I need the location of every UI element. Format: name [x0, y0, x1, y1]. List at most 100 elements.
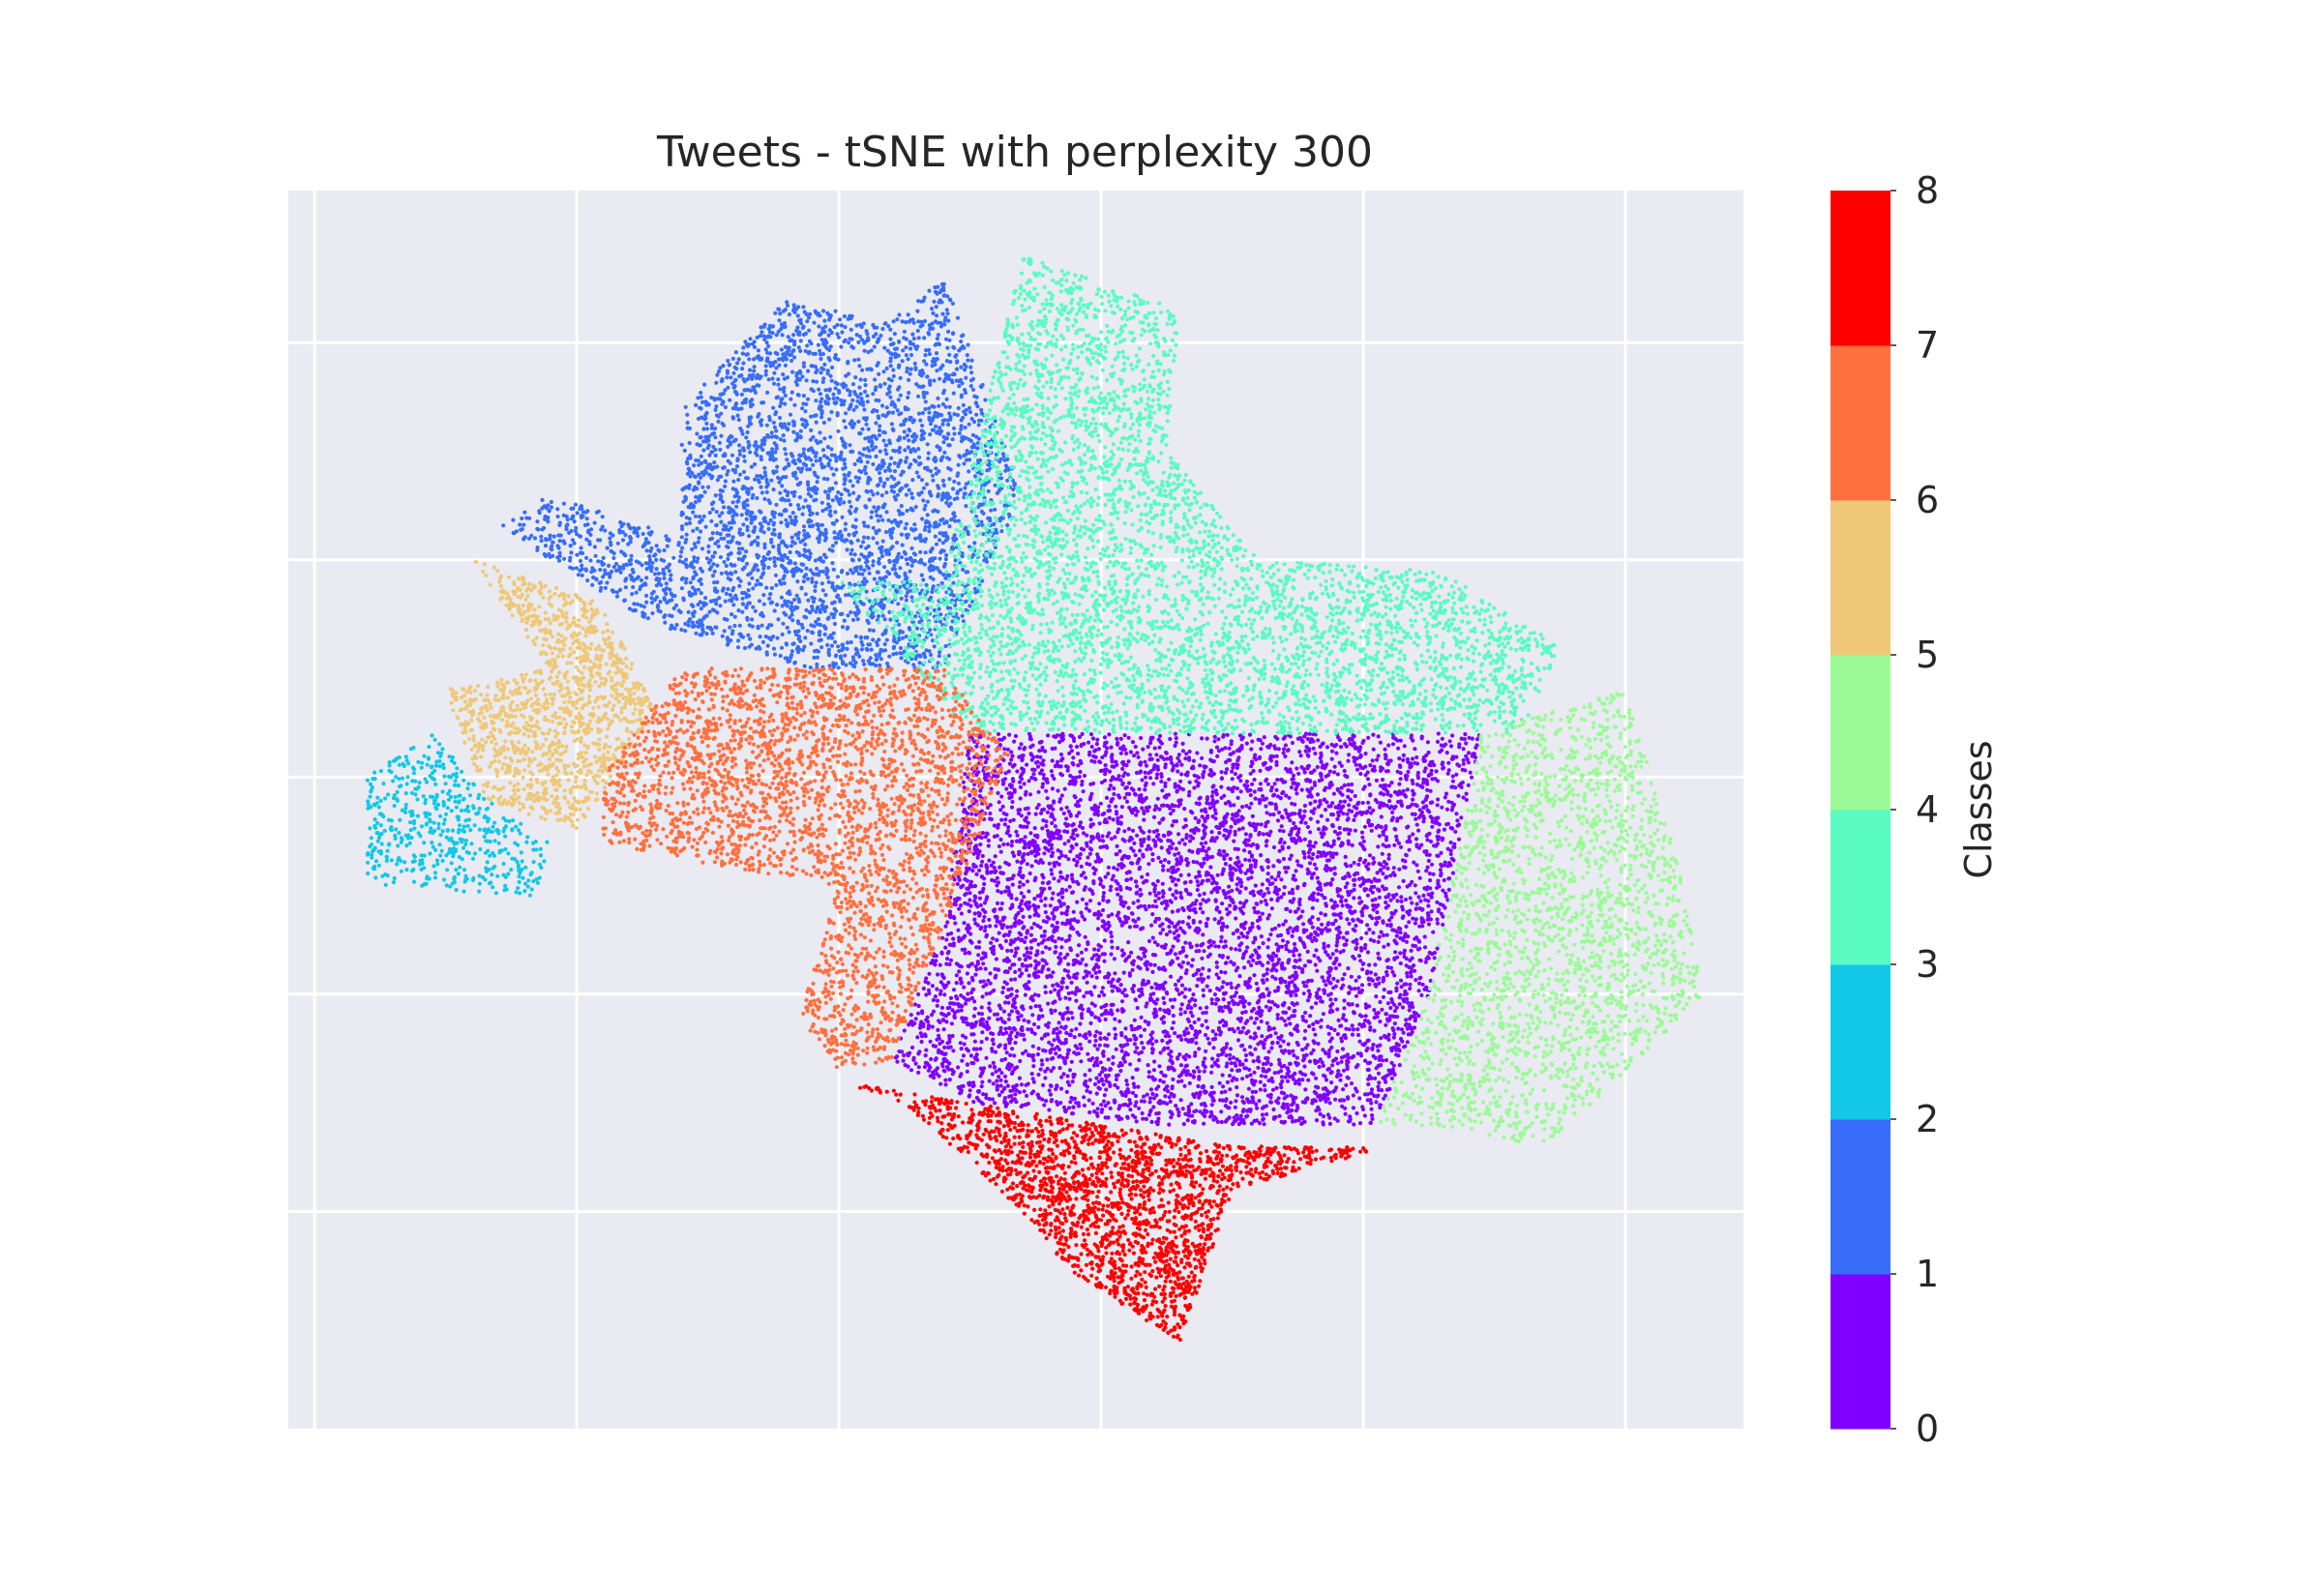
- point: [1040, 951, 1044, 955]
- point: [1098, 1031, 1102, 1035]
- point: [1015, 1010, 1019, 1014]
- point: [1125, 800, 1129, 804]
- point: [987, 843, 991, 847]
- point: [1167, 778, 1171, 782]
- point: [1341, 1087, 1345, 1091]
- point: [922, 987, 926, 990]
- point: [1447, 888, 1451, 892]
- point: [1273, 990, 1277, 993]
- point: [1375, 779, 1379, 783]
- point: [1327, 1032, 1331, 1036]
- point: [1051, 891, 1055, 895]
- point: [1014, 1035, 1018, 1039]
- point: [1155, 772, 1159, 776]
- point: [1176, 769, 1179, 773]
- point: [1101, 898, 1105, 901]
- point: [1033, 966, 1037, 970]
- point: [1370, 1113, 1374, 1117]
- point: [1015, 860, 1019, 864]
- point: [1423, 945, 1427, 949]
- point: [1116, 893, 1119, 897]
- point: [1249, 864, 1253, 868]
- point: [1133, 1104, 1137, 1108]
- point: [1060, 896, 1064, 900]
- point: [1123, 1026, 1127, 1030]
- point: [1187, 907, 1191, 911]
- point: [1113, 1101, 1116, 1105]
- point: [986, 832, 990, 836]
- point: [1313, 752, 1317, 755]
- point: [1014, 951, 1018, 955]
- point: [1377, 878, 1381, 882]
- point: [1379, 868, 1383, 872]
- point: [1287, 1042, 1291, 1046]
- point: [1347, 803, 1351, 807]
- point: [1399, 961, 1403, 965]
- point: [1258, 769, 1262, 773]
- point: [991, 1097, 995, 1101]
- point: [1345, 938, 1349, 942]
- point: [1192, 759, 1196, 763]
- point: [1220, 1120, 1224, 1124]
- point: [1367, 928, 1371, 931]
- point: [1397, 789, 1401, 793]
- point: [1165, 1010, 1169, 1014]
- point: [1114, 1033, 1117, 1037]
- point: [999, 1071, 1003, 1075]
- point: [1260, 1074, 1264, 1078]
- point: [997, 823, 1000, 827]
- point: [1127, 782, 1131, 785]
- point: [1041, 881, 1045, 885]
- point: [1381, 872, 1384, 875]
- point: [1317, 880, 1321, 884]
- point: [1422, 849, 1426, 853]
- point: [1018, 1077, 1022, 1080]
- point: [1265, 1005, 1268, 1009]
- point: [1382, 830, 1385, 834]
- point: [1050, 868, 1054, 872]
- point: [1357, 975, 1361, 979]
- point: [1048, 974, 1052, 978]
- point: [1242, 952, 1246, 956]
- point: [1409, 971, 1413, 975]
- point: [1277, 811, 1281, 814]
- point: [1023, 940, 1027, 944]
- point: [1332, 1028, 1336, 1032]
- point: [1095, 742, 1099, 746]
- point: [1351, 1033, 1354, 1037]
- point: [1248, 821, 1252, 825]
- point: [1167, 925, 1171, 929]
- point: [902, 1059, 906, 1063]
- point: [1070, 1028, 1074, 1032]
- point: [1341, 1047, 1345, 1050]
- point: [948, 909, 952, 913]
- point: [1235, 786, 1239, 790]
- point: [1172, 809, 1176, 813]
- point: [1020, 1028, 1024, 1032]
- point: [1003, 980, 1007, 984]
- point: [1286, 815, 1290, 819]
- point: [1214, 900, 1218, 903]
- point: [1124, 752, 1128, 755]
- point: [1186, 861, 1190, 865]
- point: [1054, 945, 1057, 949]
- point: [1117, 849, 1121, 853]
- point: [1099, 913, 1103, 917]
- point: [1008, 966, 1012, 970]
- point: [991, 1072, 995, 1076]
- point: [996, 1086, 999, 1090]
- point: [1104, 1104, 1108, 1108]
- point: [1239, 1117, 1243, 1121]
- point: [1350, 783, 1354, 786]
- point: [1018, 746, 1022, 750]
- point: [1193, 1020, 1197, 1024]
- point: [1179, 763, 1183, 767]
- point: [1108, 816, 1112, 820]
- point: [974, 964, 978, 968]
- point: [978, 788, 982, 792]
- point: [983, 901, 987, 904]
- point: [1333, 1098, 1337, 1102]
- point: [1264, 899, 1267, 902]
- point: [1181, 1107, 1185, 1110]
- point: [1005, 994, 1009, 998]
